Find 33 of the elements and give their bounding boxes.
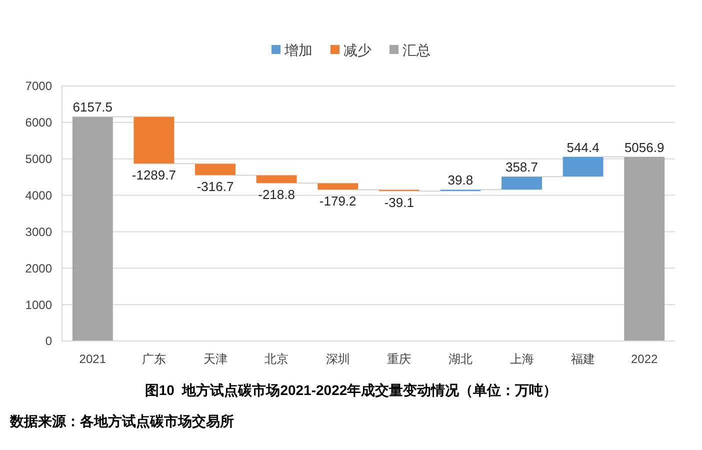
y-tick-label: 7000 [25, 79, 52, 94]
y-tick-label: 6000 [25, 116, 52, 130]
x-tick-label: 福建 [571, 352, 596, 366]
data-label: 39.8 [448, 172, 474, 188]
data-label: 5056.9 [624, 140, 664, 155]
y-tick-label: 5000 [25, 152, 52, 166]
text: 图10 地方试点碳市场2021-2022年成交量变动情况（单位：万吨） [144, 382, 558, 398]
y-tick-label: 4000 [25, 188, 52, 202]
legend-label: 减少 [344, 42, 372, 58]
x-tick-label: 上海 [510, 352, 534, 366]
x-tick-label: 广东 [142, 352, 166, 366]
x-tick-label: 深圳 [326, 352, 350, 366]
y-tick-label: 1000 [25, 298, 52, 312]
data-label: -316.7 [196, 179, 234, 194]
y-tick-label: 3000 [25, 224, 52, 239]
y-tick-label: 2000 [25, 261, 52, 276]
x-tick-label: 重庆 [387, 352, 412, 366]
data-label: -218.8 [258, 187, 295, 202]
data-label: -39.1 [384, 195, 414, 210]
x-tick-label: 2021 [79, 352, 106, 366]
legend-label: 增加 [284, 42, 312, 58]
y-tick-label: 0 [45, 334, 52, 348]
x-tick-label: 北京 [264, 352, 289, 366]
x-tick-label: 湖北 [448, 352, 472, 366]
x-tick-label: 2022 [631, 352, 658, 366]
data-label: -179.2 [319, 194, 356, 209]
data-label: 544.4 [566, 140, 600, 155]
x-tick-label: 天津 [203, 352, 228, 366]
source-note: 数据来源：各地方试点碳市场交易所 [9, 413, 234, 429]
legend-label: 汇总 [402, 42, 430, 58]
data-label: 6157.5 [72, 100, 113, 115]
data-label: 358.7 [505, 160, 538, 175]
data-label: -1289.7 [132, 168, 176, 183]
